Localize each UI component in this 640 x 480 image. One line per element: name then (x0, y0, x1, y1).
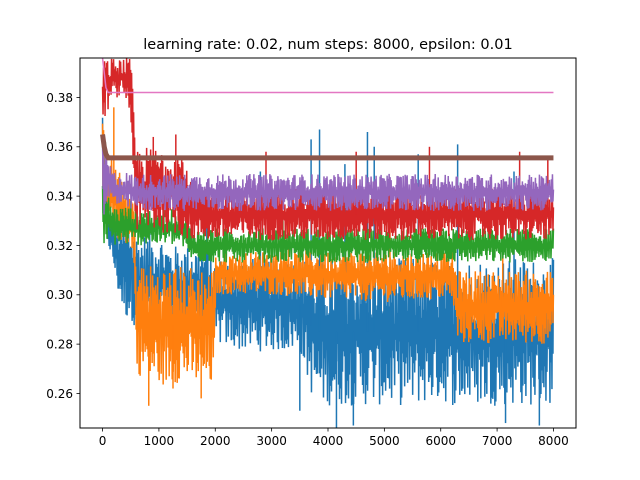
x-tick-label-6000: 6000 (425, 434, 456, 448)
y-tick-label-0.38: 0.38 (46, 91, 73, 105)
y-tick-label-0.30: 0.30 (46, 288, 73, 302)
x-tick-label-3000: 3000 (256, 434, 287, 448)
flat-line-1 (101, 58, 554, 94)
series-2-trace (101, 123, 555, 385)
series-5 (101, 135, 555, 215)
x-tick-label-0: 0 (99, 434, 107, 448)
x-tick-label-8000: 8000 (538, 434, 569, 448)
plot-area (100, 58, 555, 428)
y-axis: 0.26 0.28 0.30 0.32 0.34 0.36 0.38 (46, 91, 80, 401)
x-tick-label-1000: 1000 (144, 434, 175, 448)
series-5-trace (101, 135, 555, 215)
y-tick-label-0.26: 0.26 (46, 387, 73, 401)
y-tick-label-0.36: 0.36 (46, 140, 73, 154)
y-tick-label-0.32: 0.32 (46, 239, 73, 253)
x-tick-label-7000: 7000 (482, 434, 513, 448)
x-axis: 0 1000 2000 3000 4000 5000 6000 7000 8000 (99, 428, 569, 448)
x-tick-label-4000: 4000 (313, 434, 344, 448)
y-tick-label-0.34: 0.34 (46, 189, 73, 203)
x-tick-label-5000: 5000 (369, 434, 400, 448)
y-tick-label-0.28: 0.28 (46, 337, 73, 351)
flat-line-2 (100, 134, 554, 161)
x-tick-label-2000: 2000 (200, 434, 231, 448)
chart-title: learning rate: 0.02, num steps: 8000, ep… (143, 37, 512, 53)
